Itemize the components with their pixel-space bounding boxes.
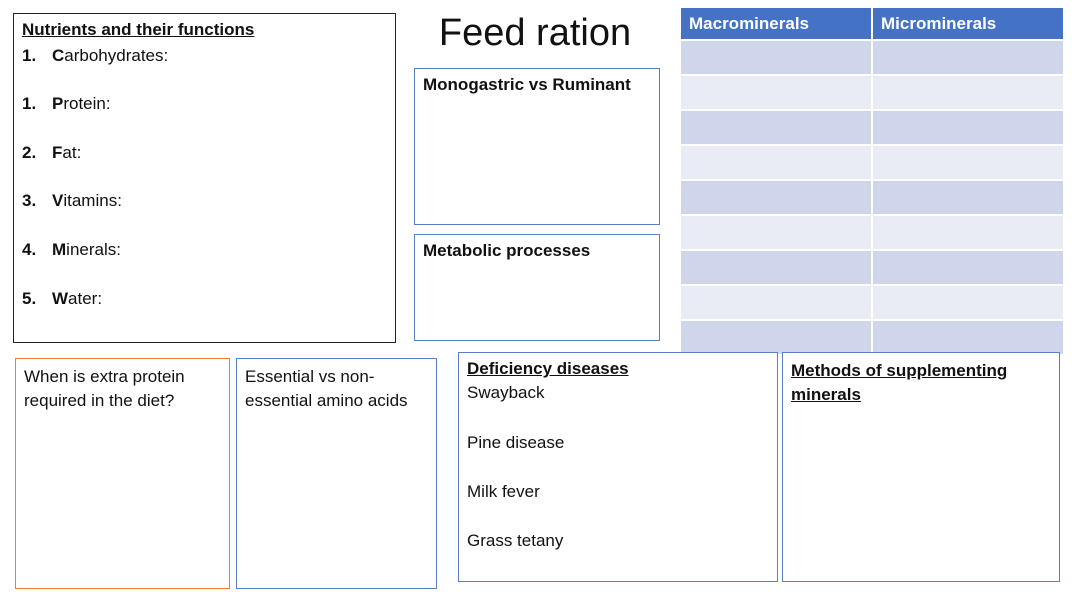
header-microminerals: Microminerals (873, 8, 1065, 39)
nutrient-initial: V (52, 191, 64, 210)
deficiency-item-pine-disease: Pine disease (467, 433, 565, 452)
macromineral-cell[interactable] (681, 319, 873, 354)
table-row (681, 39, 1065, 74)
nutrient-number: 1. (22, 94, 37, 113)
monogastric-box: Monogastric vs Ruminant (414, 68, 660, 225)
macromineral-cell[interactable] (681, 214, 873, 249)
macromineral-cell[interactable] (681, 74, 873, 109)
metabolic-label: Metabolic processes (423, 241, 591, 260)
methods-heading: Methods of supplementing minerals (791, 361, 1008, 404)
micromineral-cell[interactable] (873, 74, 1065, 109)
nutrient-rest: inerals: (66, 240, 121, 259)
macromineral-cell[interactable] (681, 179, 873, 214)
nutrient-rest: rotein: (63, 94, 111, 113)
nutrient-item-minerals: 4. Minerals: (22, 240, 121, 260)
micromineral-cell[interactable] (873, 284, 1065, 319)
nutrient-number: 5. (22, 289, 37, 308)
methods-box: Methods of supplementing minerals (782, 352, 1060, 582)
nutrient-number: 2. (22, 143, 37, 162)
monogastric-label: Monogastric vs Ruminant (423, 75, 631, 94)
metabolic-box: Metabolic processes (414, 234, 660, 341)
micromineral-cell[interactable] (873, 319, 1065, 354)
nutrient-initial: F (52, 143, 63, 162)
amino-acids-box: Essential vs non-essential amino acids (236, 358, 437, 589)
nutrient-item-carbohydrates: 1. Carbohydrates: (22, 46, 168, 66)
nutrients-box: Nutrients and their functions 1. Carbohyd… (13, 13, 396, 343)
nutrient-number: 3. (22, 191, 37, 210)
table-row (681, 179, 1065, 214)
table-row (681, 74, 1065, 109)
table-row (681, 109, 1065, 144)
micromineral-cell[interactable] (873, 144, 1065, 179)
table-row (681, 249, 1065, 284)
nutrient-rest: ater: (68, 289, 103, 308)
micromineral-cell[interactable] (873, 39, 1065, 74)
deficiency-item-grass-tetany: Grass tetany (467, 531, 564, 550)
nutrient-rest: arbohydrates: (64, 46, 169, 65)
nutrient-initial: W (52, 289, 69, 308)
minerals-table: Macrominerals Microminerals (681, 8, 1065, 354)
page-title: Feed ration (438, 12, 632, 54)
nutrient-number: 1. (22, 46, 37, 65)
protein-question-text: When is extra protein required in the di… (24, 367, 185, 410)
macromineral-cell[interactable] (681, 249, 873, 284)
nutrient-item-vitamins: 3. Vitamins: (22, 191, 122, 211)
deficiency-box: Deficiency diseases Swayback Pine diseas… (458, 352, 778, 582)
micromineral-cell[interactable] (873, 214, 1065, 249)
nutrient-number: 4. (22, 240, 37, 259)
nutrient-item-water: 5. Water: (22, 289, 102, 309)
micromineral-cell[interactable] (873, 109, 1065, 144)
macromineral-cell[interactable] (681, 39, 873, 74)
nutrients-heading: Nutrients and their functions (22, 20, 255, 39)
macromineral-cell[interactable] (681, 109, 873, 144)
deficiency-item-milk-fever: Milk fever (467, 482, 540, 501)
deficiency-item-swayback: Swayback (467, 383, 545, 402)
macromineral-cell[interactable] (681, 144, 873, 179)
minerals-table-body (681, 39, 1065, 354)
nutrient-initial: P (52, 94, 64, 113)
macromineral-cell[interactable] (681, 284, 873, 319)
table-row (681, 214, 1065, 249)
table-row (681, 319, 1065, 354)
nutrient-initial: M (52, 240, 67, 259)
amino-acids-text: Essential vs non-essential amino acids (245, 367, 408, 410)
micromineral-cell[interactable] (873, 179, 1065, 214)
header-macrominerals: Macrominerals (681, 8, 873, 39)
nutrient-rest: at: (62, 143, 82, 162)
nutrient-item-protein: 1. Protein: (22, 94, 111, 114)
table-header-row: Macrominerals Microminerals (681, 8, 1065, 39)
micromineral-cell[interactable] (873, 249, 1065, 284)
deficiency-heading: Deficiency diseases (467, 359, 629, 378)
nutrient-rest: itamins: (63, 191, 122, 210)
table-row (681, 284, 1065, 319)
nutrient-initial: C (52, 46, 65, 65)
protein-question-box: When is extra protein required in the di… (15, 358, 230, 589)
nutrient-item-fat: 2. Fat: (22, 143, 81, 163)
table-row (681, 144, 1065, 179)
